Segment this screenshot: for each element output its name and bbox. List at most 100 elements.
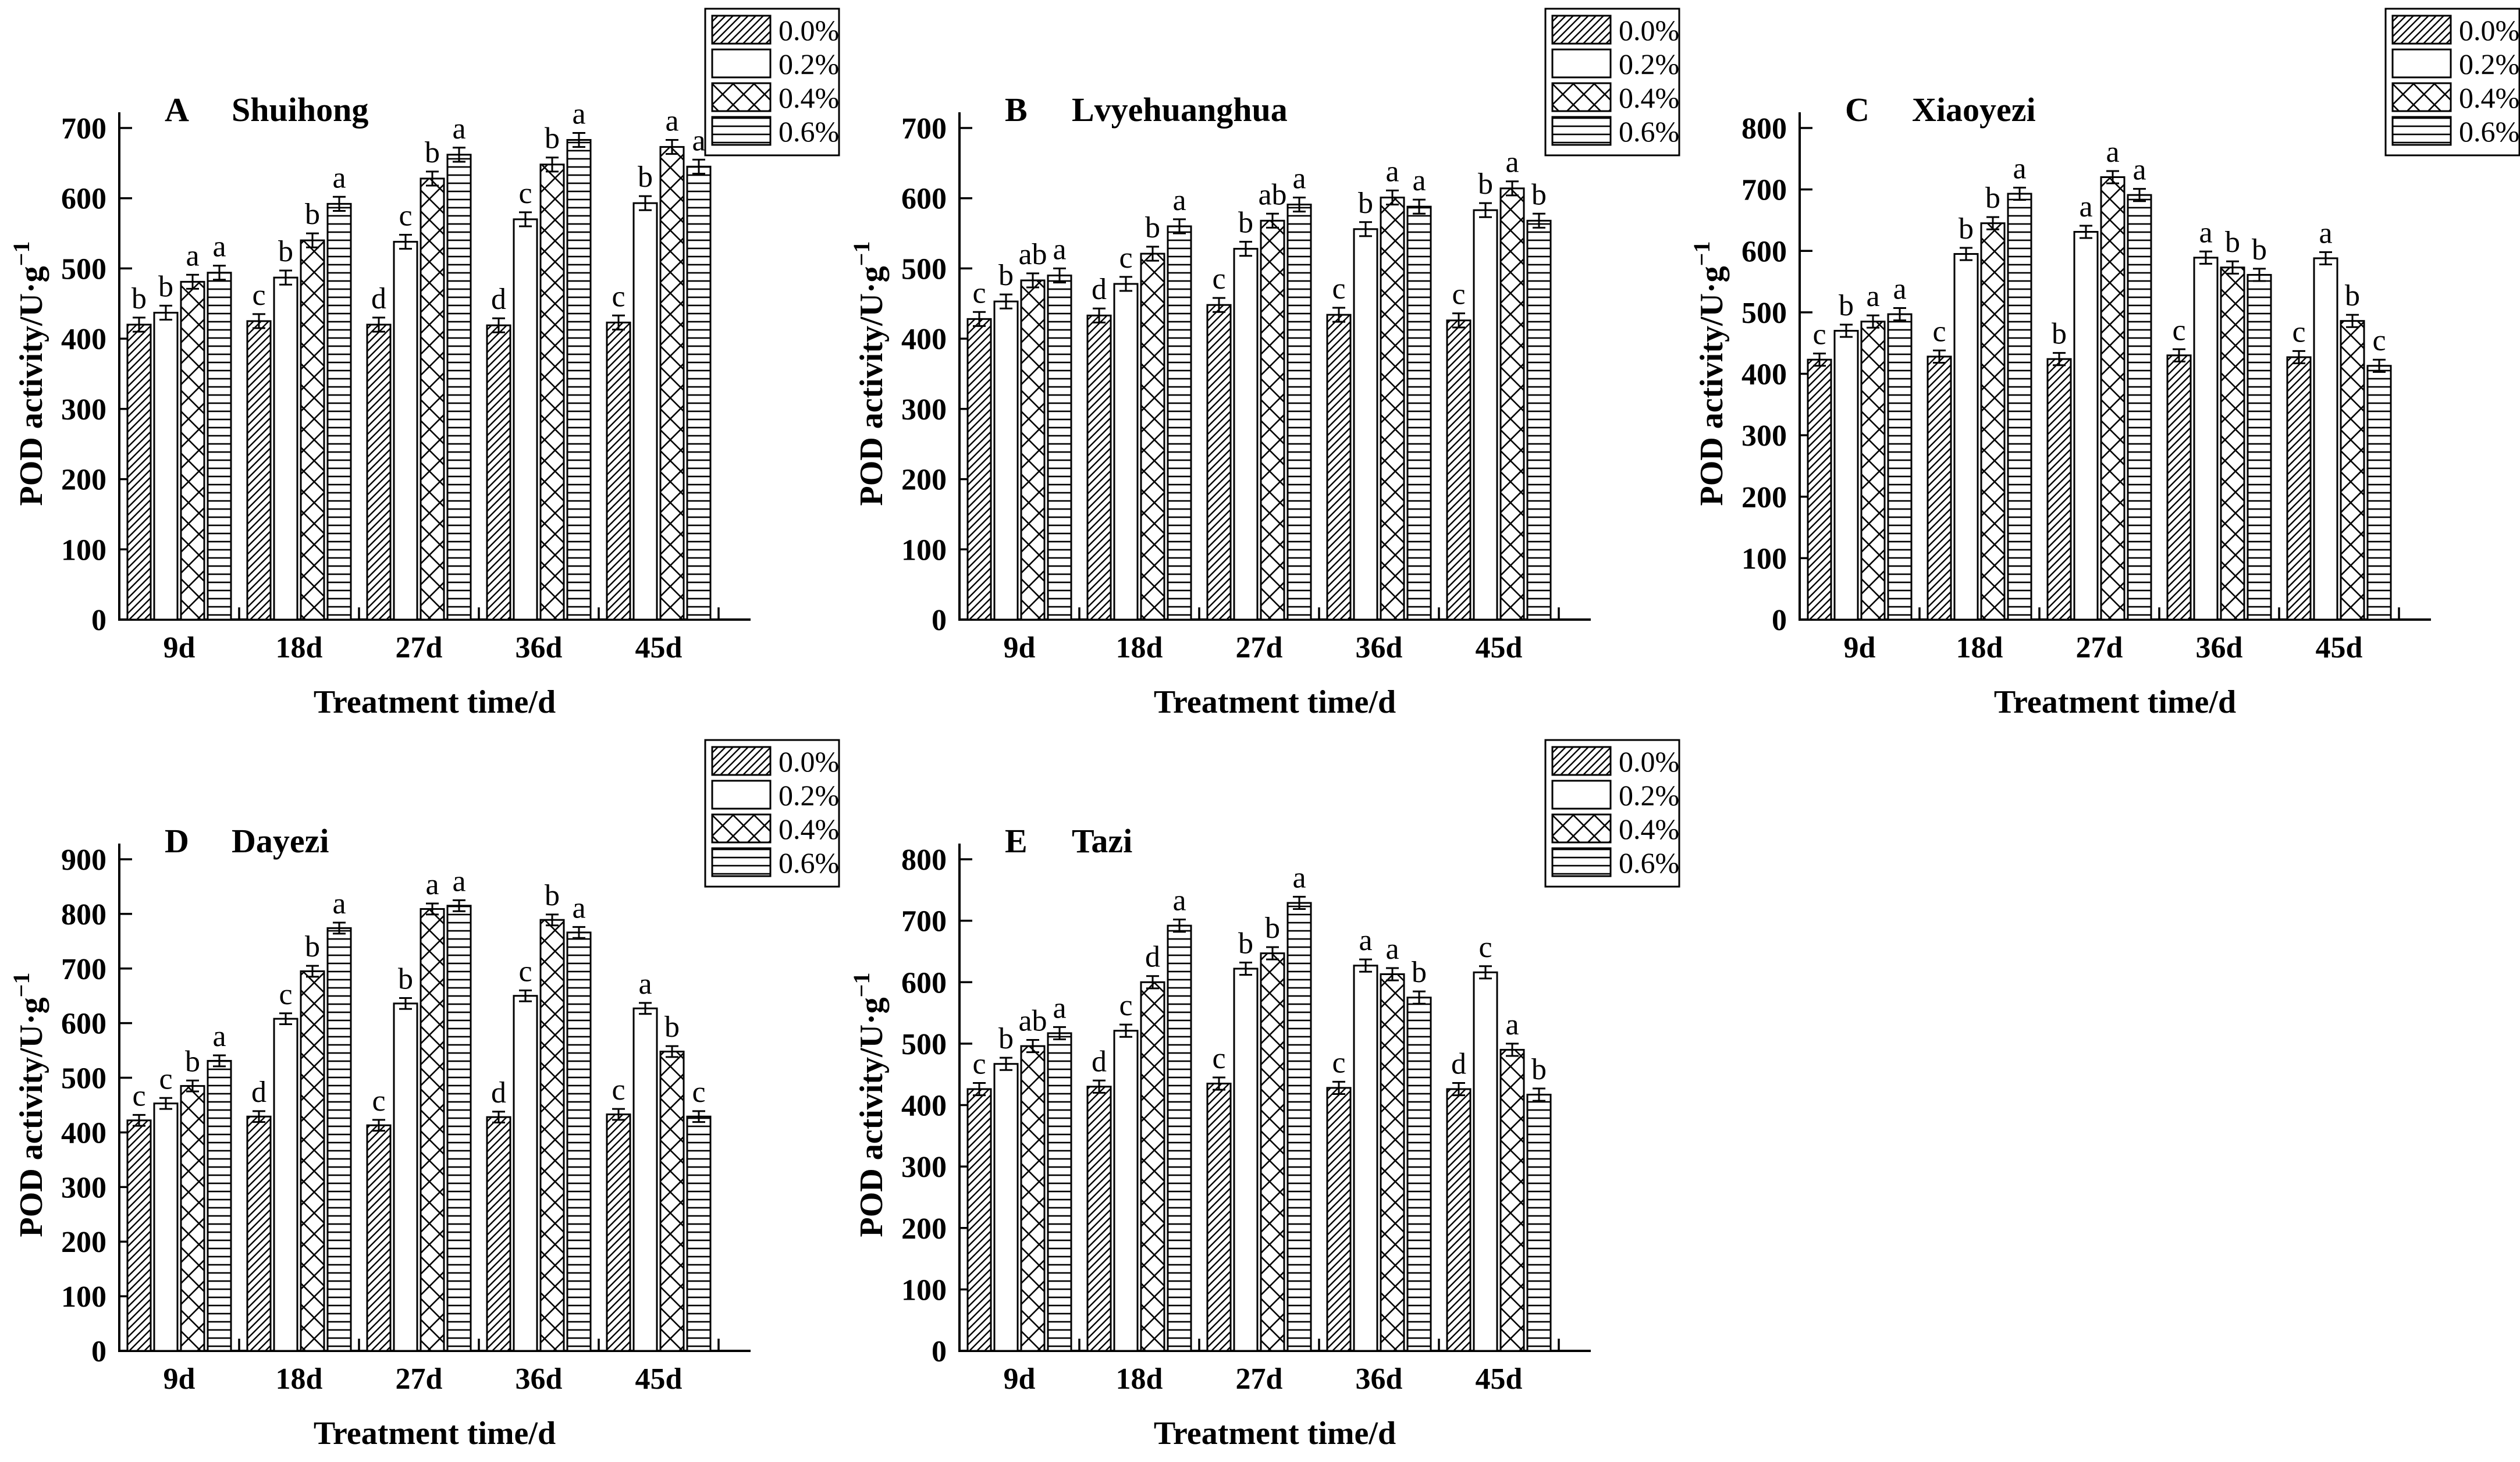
sig-letter: d — [1145, 941, 1160, 974]
y-tick-label: 600 — [901, 966, 947, 999]
bar-E-18d-0.0% — [1086, 1086, 1112, 1352]
y-tick-label: 700 — [1741, 174, 1787, 207]
sig-letter: b — [1145, 211, 1160, 244]
bar-C-36d-0.2% — [2193, 257, 2219, 621]
bar-D-18d-0.4% — [300, 970, 325, 1352]
legend-swatch-horizontal-lines — [711, 847, 772, 877]
sig-letter: c — [1452, 278, 1465, 311]
bar-C-18d-0.6% — [2007, 193, 2032, 621]
x-tick-label: 9d — [1004, 1363, 1036, 1396]
legend-label: 0.6% — [779, 115, 839, 148]
y-tick-label: 300 — [1741, 419, 1787, 453]
bar-B-9d-0.2% — [993, 300, 1019, 621]
y-tick-label: 900 — [61, 844, 106, 877]
sig-letter: a — [2106, 136, 2119, 169]
y-axis-label: POD activity/U·g−1 — [1689, 241, 1730, 506]
sig-letter: d — [1451, 1047, 1466, 1080]
y-tick-label: 100 — [901, 1274, 947, 1307]
bar-B-18d-0.0% — [1086, 314, 1112, 621]
y-axis-label: POD activity/U·g−1 — [8, 973, 49, 1237]
x-tick-label: 36d — [1356, 631, 1403, 664]
chart-xiaoyezi: 0 100 200 300 400 500 600 700 800 9d 18d 27d 36d 45d c… — [1689, 8, 2520, 720]
sig-letter: b — [185, 1045, 200, 1078]
x-tick-label: 36d — [1356, 1363, 1403, 1396]
sig-letter: c — [2292, 315, 2305, 348]
bar-A-18d-0.2% — [273, 276, 298, 621]
bar-C-45d-0.2% — [2313, 257, 2338, 621]
legend-swatch-horizontal-lines — [1551, 116, 1612, 146]
legend-swatch-diagonal-hatch — [1551, 746, 1612, 776]
legend-swatch-diagonal-hatch — [2391, 15, 2452, 45]
bar-B-27d-0.2% — [1233, 248, 1259, 621]
bar-B-18d-0.6% — [1167, 225, 1192, 621]
x-tick-label: 18d — [1116, 631, 1163, 664]
sig-letter: b — [1265, 912, 1280, 945]
y-tick-label: 500 — [901, 252, 947, 286]
legend-label: 0.6% — [779, 846, 839, 879]
y-tick-label: 600 — [1741, 235, 1787, 268]
y-tick-label: 300 — [901, 1151, 947, 1184]
panel-tazi: 0 100 200 300 400 500 600 700 800 9d 18d 27d 36d 45d c… — [840, 731, 1680, 1462]
legend-swatch-diagonal-hatch — [711, 15, 772, 45]
sig-letter: a — [572, 97, 585, 130]
sig-letter: a — [212, 1020, 226, 1053]
legend-swatch-horizontal-lines — [1551, 847, 1612, 877]
y-tick-label: 200 — [901, 464, 947, 497]
legend-label: 0.2% — [1619, 48, 1679, 80]
x-tick-label: 36d — [2196, 631, 2243, 664]
sig-letter: b — [2345, 279, 2360, 312]
legend-swatch-plain-white — [711, 48, 772, 79]
panel-title: B Lvyehuanghua — [1005, 91, 1288, 129]
y-tick-label: 100 — [1741, 542, 1787, 575]
x-tick-label: 27d — [396, 1363, 443, 1396]
y-tick-label: 600 — [901, 183, 947, 216]
bar-C-36d-0.4% — [2220, 266, 2245, 621]
sig-letter: c — [1332, 272, 1345, 305]
sig-letter: d — [371, 282, 386, 315]
sig-letter: a — [1359, 924, 1372, 957]
sig-letter: a — [452, 865, 465, 898]
bar-C-27d-0.2% — [2073, 231, 2099, 621]
legend-label: 0.0% — [1619, 14, 1679, 47]
legend-swatch-crosshatch — [2391, 82, 2452, 112]
bar-C-9d-0.6% — [1887, 313, 1913, 621]
sig-letter: a — [1172, 184, 1186, 217]
legend-swatch-horizontal-lines — [2391, 116, 2452, 146]
sig-letter: b — [1531, 1053, 1547, 1086]
bar-E-45d-0.0% — [1446, 1088, 1472, 1352]
bar-D-9d-0.2% — [153, 1102, 179, 1352]
y-tick-label: 200 — [61, 1226, 106, 1259]
legend-label: 0.6% — [1619, 846, 1679, 879]
bar-B-9d-0.6% — [1047, 275, 1072, 621]
sig-letter: c — [2172, 314, 2185, 347]
legend-label: 0.2% — [1619, 779, 1679, 812]
bar-E-45d-0.2% — [1473, 971, 1498, 1352]
sig-letter: b — [305, 198, 320, 231]
panel-title: D Dayezi — [165, 822, 329, 860]
bar-B-36d-0.4% — [1380, 197, 1405, 621]
bar-D-36d-0.4% — [539, 919, 565, 1352]
sig-letter: b — [1358, 187, 1373, 220]
sig-letter: b — [545, 122, 560, 155]
bar-A-45d-0.4% — [659, 146, 685, 621]
x-tick-label: 18d — [276, 1363, 323, 1396]
sig-letter: a — [1053, 991, 1066, 1025]
legend-label: 0.0% — [779, 14, 839, 47]
x-tick-label: 27d — [1236, 1363, 1283, 1396]
x-tick-label: 36d — [516, 631, 563, 664]
bar-D-18d-0.2% — [273, 1018, 298, 1352]
y-tick-label: 100 — [901, 533, 947, 567]
x-axis-label: Treatment time/d — [1154, 1415, 1396, 1452]
sig-letter: b — [398, 962, 413, 995]
bar-A-36d-0.0% — [486, 324, 511, 621]
y-tick-label: 500 — [901, 1028, 947, 1061]
sig-letter: b — [131, 282, 147, 315]
sig-letter: b — [1839, 289, 1854, 322]
bar-D-45d-0.2% — [632, 1007, 658, 1352]
sig-letter: d — [491, 1076, 506, 1109]
sig-letter: b — [305, 930, 320, 963]
legend-label: 0.6% — [2459, 115, 2519, 148]
sig-letter: a — [1505, 1008, 1519, 1041]
y-tick-label: 700 — [61, 953, 106, 986]
